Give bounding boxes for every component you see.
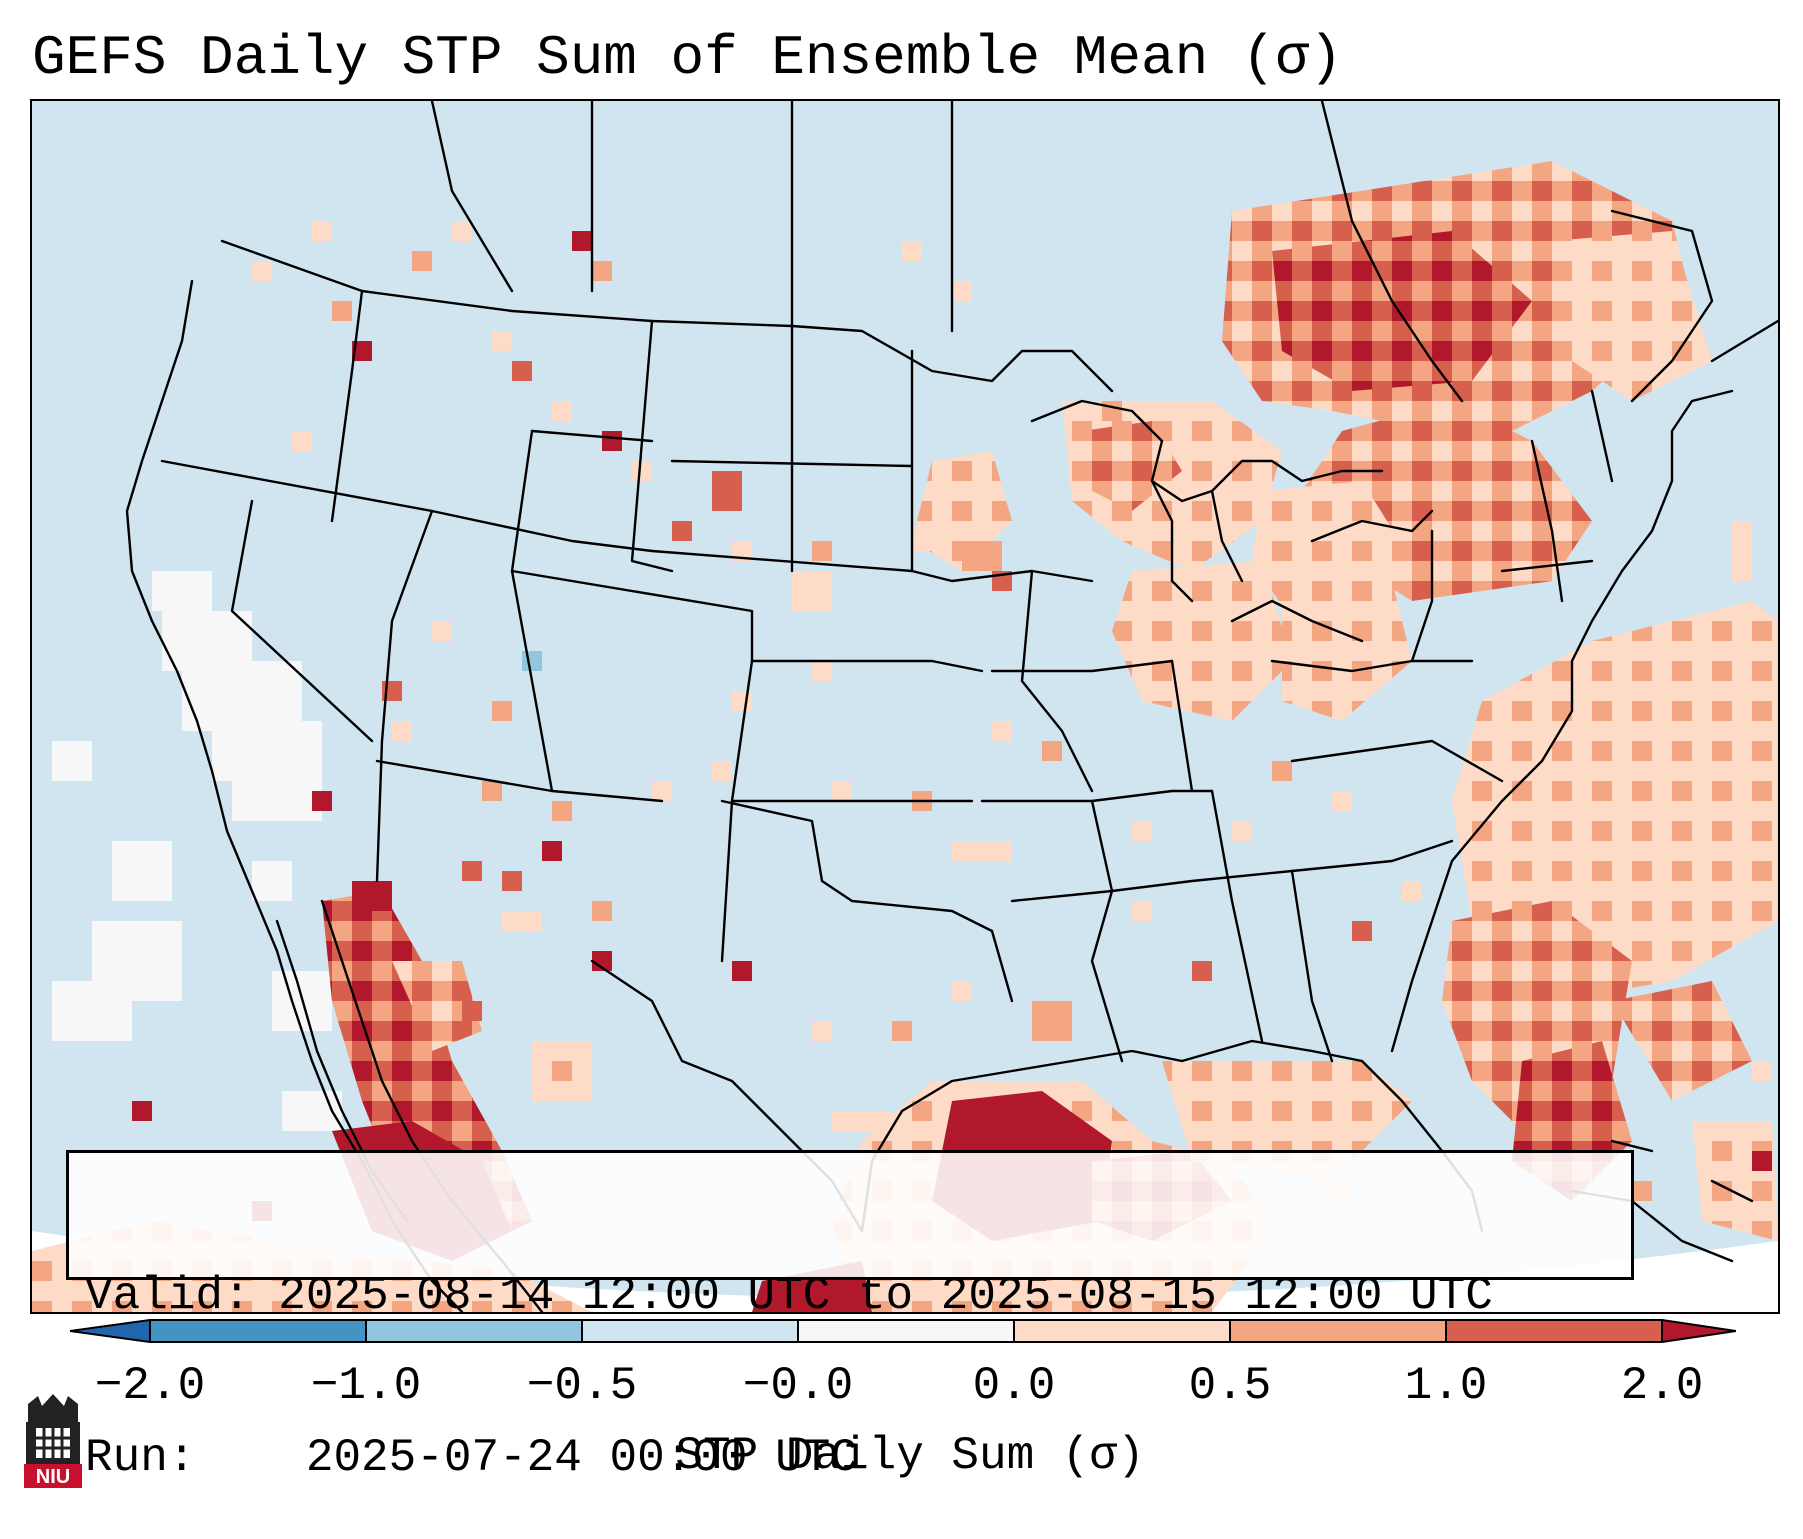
colorbar-label: STP Daily Sum (σ) bbox=[675, 1430, 1145, 1482]
colorbar-tick-label: −2.0 bbox=[94, 1360, 206, 1412]
colorbar-tick-label: −1.0 bbox=[310, 1360, 422, 1412]
run-label: Run: bbox=[85, 1432, 196, 1484]
niu-logo: NIU bbox=[20, 1392, 86, 1497]
colorbar-graphic bbox=[69, 1319, 1737, 1343]
niu-logo-icon: NIU bbox=[24, 1394, 82, 1488]
colorbar-bin-3 bbox=[582, 1320, 798, 1342]
colorbar-tick-label: 2.0 bbox=[1620, 1360, 1704, 1412]
valid-label: Valid: bbox=[85, 1270, 251, 1322]
colorbar-tick-label: 1.0 bbox=[1404, 1360, 1488, 1412]
run-value: 2025-07-24 00:00 UTC bbox=[305, 1432, 858, 1484]
colorbar-bin-5 bbox=[1014, 1320, 1230, 1342]
colorbar-bin-1 bbox=[150, 1320, 366, 1342]
colorbar-bin-6 bbox=[1230, 1320, 1446, 1342]
run-time-line: Run: 2025-07-24 00:00 UTC bbox=[85, 1431, 1631, 1485]
colorbar-bin-4 bbox=[798, 1320, 1014, 1342]
colorbar-tick-marks bbox=[149, 1320, 1663, 1342]
valid-value: 2025-08-14 12:00 UTC to 2025-08-15 12:00… bbox=[278, 1270, 1493, 1322]
midwest-warm-area bbox=[912, 401, 1412, 721]
colorbar-under-arrow bbox=[70, 1320, 150, 1342]
colorbar-tick-label: 0.0 bbox=[972, 1360, 1056, 1412]
valid-time-line: Valid: 2025-08-14 12:00 UTC to 2025-08-1… bbox=[85, 1269, 1631, 1323]
colorbar-over-arrow bbox=[1662, 1320, 1736, 1342]
colorbar bbox=[69, 1318, 1737, 1349]
colorbar-tick-label: 0.5 bbox=[1188, 1360, 1272, 1412]
stp-map bbox=[32, 101, 1778, 1312]
colorbar-bin-7 bbox=[1446, 1320, 1662, 1342]
niu-logo-text: NIU bbox=[36, 1466, 70, 1488]
boundaries bbox=[125, 101, 1778, 1312]
colorbar-bin-2 bbox=[366, 1320, 582, 1342]
pacific-neutral-area bbox=[52, 571, 342, 1131]
map-panel bbox=[30, 99, 1780, 1314]
map-title: GEFS Daily STP Sum of Ensemble Mean (σ) bbox=[32, 26, 1343, 90]
run-info-box: Valid: 2025-08-14 12:00 UTC to 2025-08-1… bbox=[66, 1150, 1634, 1484]
colorbar-tick-label: −0.5 bbox=[526, 1360, 638, 1412]
colorbar-tick-label: −0.0 bbox=[742, 1360, 854, 1412]
